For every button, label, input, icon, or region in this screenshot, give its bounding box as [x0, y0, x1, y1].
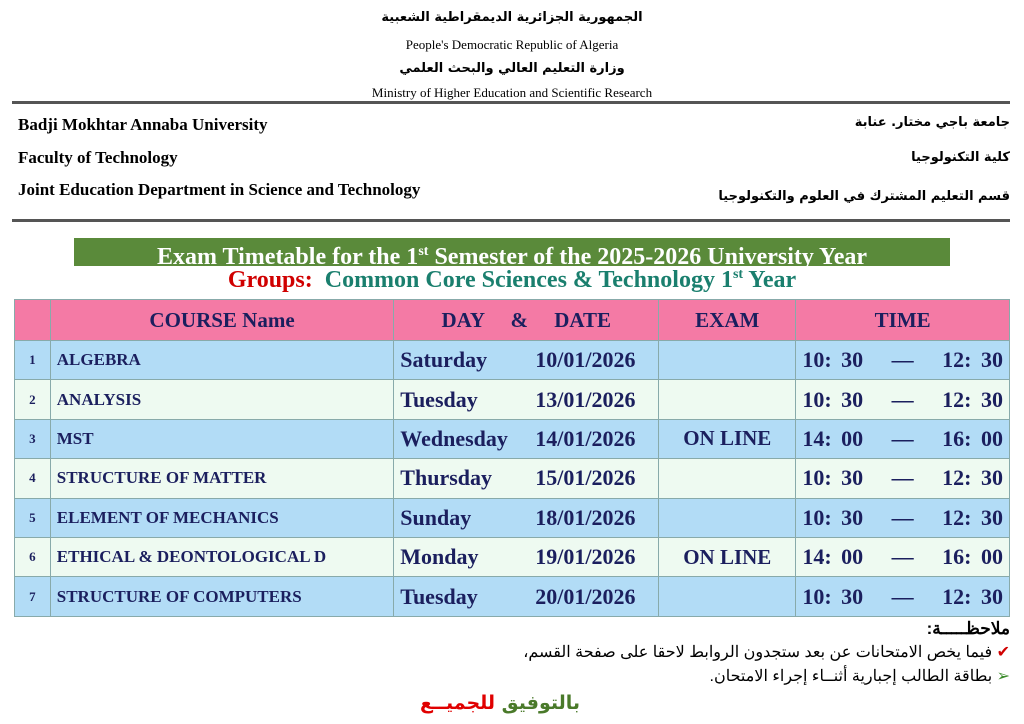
table-row: 5 ELEMENT OF MECHANICS Sunday 18/01/2026 …: [14, 497, 1010, 538]
date: 18/01/2026: [535, 504, 636, 530]
course-name: STRUCTURE OF MATTER: [49, 458, 395, 499]
notes-heading: ملاحظـــــة:: [926, 619, 1010, 638]
time: 10: 30 — 12: 30: [795, 458, 1010, 499]
closing-1: بالتوفيق: [501, 692, 581, 714]
note-text: فيما يخص الامتحانات عن بعد ستجدون الرواب…: [523, 644, 993, 661]
time: 10: 30 — 12: 30: [795, 339, 1010, 381]
department-en: Joint Education Department in Science an…: [18, 180, 421, 199]
groups-value-end: Year: [743, 267, 797, 293]
department-ar: قسم التعليم المشترك في العلوم والتكنولوج…: [718, 189, 1010, 204]
exam-mode: ON LINE: [658, 536, 797, 578]
page-title: Exam Timetable for the 1st Semester of t…: [74, 238, 950, 270]
university-en: Badji Mokhtar Annaba University: [18, 115, 268, 134]
day-date: Tuesday 13/01/2026: [393, 379, 660, 420]
time: 14: 00 — 16: 00: [795, 536, 1010, 578]
exam-mode: [658, 379, 797, 420]
row-number: 6: [14, 536, 51, 578]
time: 10: 30 — 12: 30: [795, 379, 1010, 420]
date: 19/01/2026: [535, 544, 636, 570]
closing-2: للجميــع: [420, 692, 496, 714]
divider: [12, 219, 1010, 222]
table-row: 4 STRUCTURE OF MATTER Thursday 15/01/2026…: [14, 458, 1010, 499]
ministry-ar: وزارة التعليم العالي والبحث العلمي: [399, 61, 625, 76]
course-name: STRUCTURE OF COMPUTERS: [49, 576, 395, 617]
country-en: People's Democratic Republic of Algeria: [405, 37, 619, 52]
note-item: ➢ بطاقة الطالب إجبارية أثنــاء إجراء الا…: [710, 666, 1010, 686]
course-name: ANALYSIS: [49, 379, 395, 420]
row-number: 1: [14, 339, 51, 381]
divider: [12, 101, 1010, 104]
date: 14/01/2026: [535, 425, 636, 451]
time: 10: 30 — 12: 30: [795, 576, 1010, 617]
col-day-date: DAY & DATE: [393, 299, 660, 341]
day-date: Sunday 18/01/2026: [393, 497, 660, 538]
exam-mode: [658, 458, 797, 499]
day-date: Saturday 10/01/2026: [393, 339, 660, 381]
groups-line: Groups: Common Core Sciences & Technolog…: [0, 267, 1024, 294]
check-icon: ✔: [996, 644, 1010, 661]
course-name: ELEMENT OF MECHANICS: [49, 497, 395, 538]
groups-value: Common Core Sciences & Technology 1: [324, 267, 733, 293]
note-item: ✔ فيما يخص الامتحانات عن بعد ستجدون الرو…: [523, 642, 1010, 662]
faculty-ar: كلية التكنولوجيا: [911, 150, 1010, 165]
exam-mode: [658, 497, 797, 538]
day: Tuesday: [400, 386, 478, 412]
course-name: ETHICAL & DEONTOLOGICAL D: [49, 536, 395, 578]
exam-mode: [658, 576, 797, 617]
exam-mode: ON LINE: [658, 418, 797, 460]
day: Sunday: [400, 504, 472, 530]
day: Wednesday: [400, 425, 508, 451]
day-date: Thursday 15/01/2026: [393, 458, 660, 499]
date: 10/01/2026: [535, 347, 636, 373]
row-number: 3: [14, 418, 51, 460]
table-row: 1 ALGEBRA Saturday 10/01/2026 10: 30 — 12…: [14, 339, 1010, 381]
col-num: [14, 299, 51, 341]
time: 10: 30 — 12: 30: [795, 497, 1010, 538]
day-date: Monday 19/01/2026: [393, 536, 660, 578]
time: 14: 00 — 16: 00: [795, 418, 1010, 460]
exam-mode: [658, 339, 797, 381]
university-ar: جامعة باجي مختار. عنابة: [854, 115, 1010, 130]
day: Thursday: [400, 465, 493, 491]
col-time: TIME: [795, 299, 1010, 341]
row-number: 4: [14, 458, 51, 499]
table-row: 6 ETHICAL & DEONTOLOGICAL D Monday 19/01/…: [14, 536, 1010, 578]
course-name: ALGEBRA: [49, 339, 395, 381]
date: 13/01/2026: [535, 386, 636, 412]
table-row: 2 ANALYSIS Tuesday 13/01/2026 10: 30 — 12…: [14, 379, 1010, 420]
col-course: COURSE Name: [49, 299, 395, 341]
table-row: 7 STRUCTURE OF COMPUTERS Tuesday 20/01/20…: [14, 576, 1010, 617]
col-exam: EXAM: [658, 299, 797, 341]
row-number: 2: [14, 379, 51, 420]
day-date: Tuesday 20/01/2026: [393, 576, 660, 617]
day-date: Wednesday 14/01/2026: [393, 418, 660, 460]
arrow-icon: ➢: [996, 668, 1010, 685]
closing: بالتوفيق للجميــع: [420, 692, 580, 714]
day: Monday: [400, 544, 479, 570]
date: 20/01/2026: [535, 583, 636, 609]
row-number: 7: [14, 576, 51, 617]
table-row: 3 MST Wednesday 14/01/2026 ON LINE 14: 00…: [14, 418, 1010, 460]
day: Saturday: [400, 347, 488, 373]
day: Tuesday: [400, 583, 478, 609]
title-text-end: Semester of the 2025-2026 University Yea…: [428, 244, 867, 270]
ministry-en: Ministry of Higher Education and Scienti…: [371, 85, 653, 100]
title-sup: st: [418, 244, 429, 259]
course-name: MST: [49, 418, 395, 460]
groups-sup: st: [732, 267, 744, 282]
date: 15/01/2026: [535, 465, 636, 491]
row-number: 5: [14, 497, 51, 538]
title-text: Exam Timetable for the 1: [156, 244, 419, 270]
exam-table: COURSE Name DAY & DATE EXAM TIME 1 ALGEB…: [14, 299, 1010, 617]
faculty-en: Faculty of Technology: [18, 148, 178, 167]
note-text: بطاقة الطالب إجبارية أثنــاء إجراء الامت…: [709, 668, 993, 685]
country-ar: الجمهورية الجزائرية الديمقراطية الشعبية: [381, 10, 643, 25]
groups-label: Groups:: [227, 267, 313, 293]
